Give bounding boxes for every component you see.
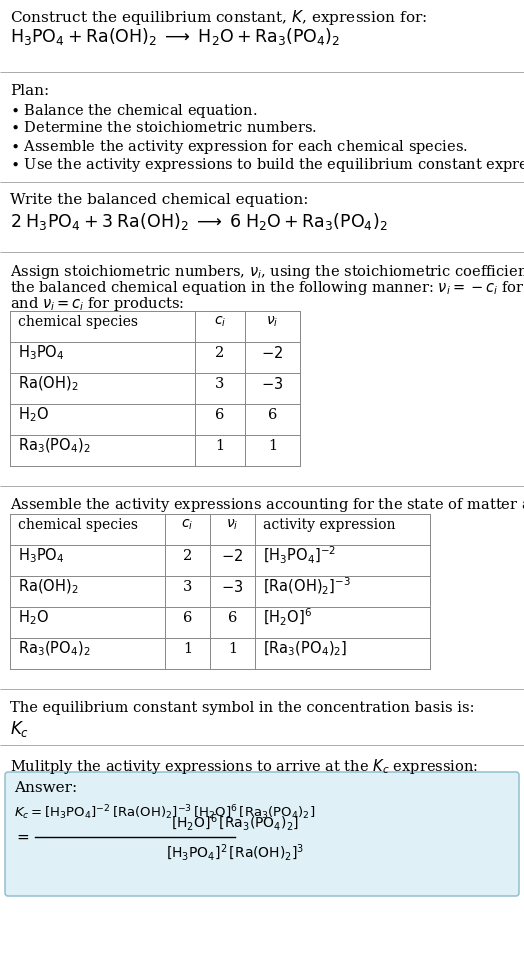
- Text: 1: 1: [268, 438, 277, 453]
- Text: 1: 1: [215, 438, 225, 453]
- Text: 6: 6: [268, 407, 277, 422]
- FancyBboxPatch shape: [5, 772, 519, 896]
- Text: The equilibrium constant symbol in the concentration basis is:: The equilibrium constant symbol in the c…: [10, 701, 475, 715]
- Text: Assemble the activity expressions accounting for the state of matter and $\nu_i$: Assemble the activity expressions accoun…: [10, 496, 524, 514]
- Text: $\mathrm{Ra(OH)_2}$: $\mathrm{Ra(OH)_2}$: [18, 577, 79, 596]
- Text: $\bullet$ Assemble the activity expression for each chemical species.: $\bullet$ Assemble the activity expressi…: [10, 138, 468, 156]
- Text: 6: 6: [228, 611, 237, 624]
- Text: and $\nu_i = c_i$ for products:: and $\nu_i = c_i$ for products:: [10, 295, 184, 313]
- Text: 2: 2: [215, 346, 225, 359]
- Text: $\nu_i$: $\nu_i$: [266, 314, 279, 328]
- Text: $[\mathrm{H_3PO_4}]^2\,[\mathrm{Ra(OH)_2}]^3$: $[\mathrm{H_3PO_4}]^2\,[\mathrm{Ra(OH)_2…: [166, 843, 304, 863]
- Text: $\bullet$ Use the activity expressions to build the equilibrium constant express: $\bullet$ Use the activity expressions t…: [10, 156, 524, 174]
- Text: $\mathrm{Ra_3(PO_4)_2}$: $\mathrm{Ra_3(PO_4)_2}$: [18, 639, 91, 658]
- Text: $[\mathrm{H_2O}]^6\,[\mathrm{Ra_3(PO_4)_2}]$: $[\mathrm{H_2O}]^6\,[\mathrm{Ra_3(PO_4)_…: [171, 813, 299, 833]
- Text: Write the balanced chemical equation:: Write the balanced chemical equation:: [10, 193, 309, 207]
- Text: the balanced chemical equation in the following manner: $\nu_i = -c_i$ for react: the balanced chemical equation in the fo…: [10, 279, 524, 297]
- Text: $\nu_i$: $\nu_i$: [226, 517, 239, 532]
- Text: $-2$: $-2$: [222, 548, 244, 563]
- Text: $\mathrm{H_3PO_4 + Ra(OH)_2 \;\longrightarrow\; H_2O + Ra_3(PO_4)_2}$: $\mathrm{H_3PO_4 + Ra(OH)_2 \;\longright…: [10, 26, 340, 47]
- Text: $\mathrm{Ra(OH)_2}$: $\mathrm{Ra(OH)_2}$: [18, 375, 79, 393]
- Text: activity expression: activity expression: [263, 517, 396, 532]
- Text: chemical species: chemical species: [18, 315, 138, 328]
- Text: 1: 1: [183, 641, 192, 656]
- Text: $[\mathrm{H_2O}]^6$: $[\mathrm{H_2O}]^6$: [263, 607, 312, 628]
- Text: Mulitply the activity expressions to arrive at the $K_c$ expression:: Mulitply the activity expressions to arr…: [10, 757, 478, 776]
- Text: $\bullet$ Balance the chemical equation.: $\bullet$ Balance the chemical equation.: [10, 102, 257, 120]
- Text: $\mathrm{2\;H_3PO_4 + 3\;Ra(OH)_2 \;\longrightarrow\; 6\;H_2O + Ra_3(PO_4)_2}$: $\mathrm{2\;H_3PO_4 + 3\;Ra(OH)_2 \;\lon…: [10, 211, 388, 232]
- Text: $\mathrm{H_2O}$: $\mathrm{H_2O}$: [18, 405, 49, 424]
- Text: $[\mathrm{Ra_3(PO_4)_2}]$: $[\mathrm{Ra_3(PO_4)_2}]$: [263, 639, 347, 658]
- Text: $=$: $=$: [14, 830, 30, 844]
- Text: Answer:: Answer:: [14, 781, 77, 795]
- Text: $c_i$: $c_i$: [181, 517, 194, 532]
- Text: 2: 2: [183, 549, 192, 562]
- Text: $\mathrm{H_2O}$: $\mathrm{H_2O}$: [18, 609, 49, 627]
- Text: $c_i$: $c_i$: [214, 314, 226, 328]
- Text: $-3$: $-3$: [261, 376, 283, 392]
- Text: $\bullet$ Determine the stoichiometric numbers.: $\bullet$ Determine the stoichiometric n…: [10, 120, 317, 135]
- Text: 3: 3: [183, 580, 192, 593]
- Text: $[\mathrm{Ra(OH)_2}]^{-3}$: $[\mathrm{Ra(OH)_2}]^{-3}$: [263, 576, 351, 597]
- Text: 6: 6: [215, 407, 225, 422]
- Text: $K_c$: $K_c$: [10, 719, 29, 739]
- Text: 3: 3: [215, 377, 225, 391]
- Text: $K_c = [\mathrm{H_3PO_4}]^{-2}\,[\mathrm{Ra(OH)_2}]^{-3}\,[\mathrm{H_2O}]^6\,[\m: $K_c = [\mathrm{H_3PO_4}]^{-2}\,[\mathrm…: [14, 803, 315, 821]
- Text: $-3$: $-3$: [221, 579, 244, 594]
- Text: 1: 1: [228, 641, 237, 656]
- Text: Plan:: Plan:: [10, 84, 49, 98]
- Text: 6: 6: [183, 611, 192, 624]
- Text: $[\mathrm{H_3PO_4}]^{-2}$: $[\mathrm{H_3PO_4}]^{-2}$: [263, 545, 336, 566]
- Text: $-2$: $-2$: [261, 345, 283, 360]
- Text: $\mathrm{H_3PO_4}$: $\mathrm{H_3PO_4}$: [18, 343, 64, 362]
- Text: $\mathrm{Ra_3(PO_4)_2}$: $\mathrm{Ra_3(PO_4)_2}$: [18, 436, 91, 455]
- Text: Assign stoichiometric numbers, $\nu_i$, using the stoichiometric coefficients, $: Assign stoichiometric numbers, $\nu_i$, …: [10, 263, 524, 281]
- Text: $\mathrm{H_3PO_4}$: $\mathrm{H_3PO_4}$: [18, 546, 64, 565]
- Text: chemical species: chemical species: [18, 517, 138, 532]
- Text: Construct the equilibrium constant, $K$, expression for:: Construct the equilibrium constant, $K$,…: [10, 8, 427, 27]
